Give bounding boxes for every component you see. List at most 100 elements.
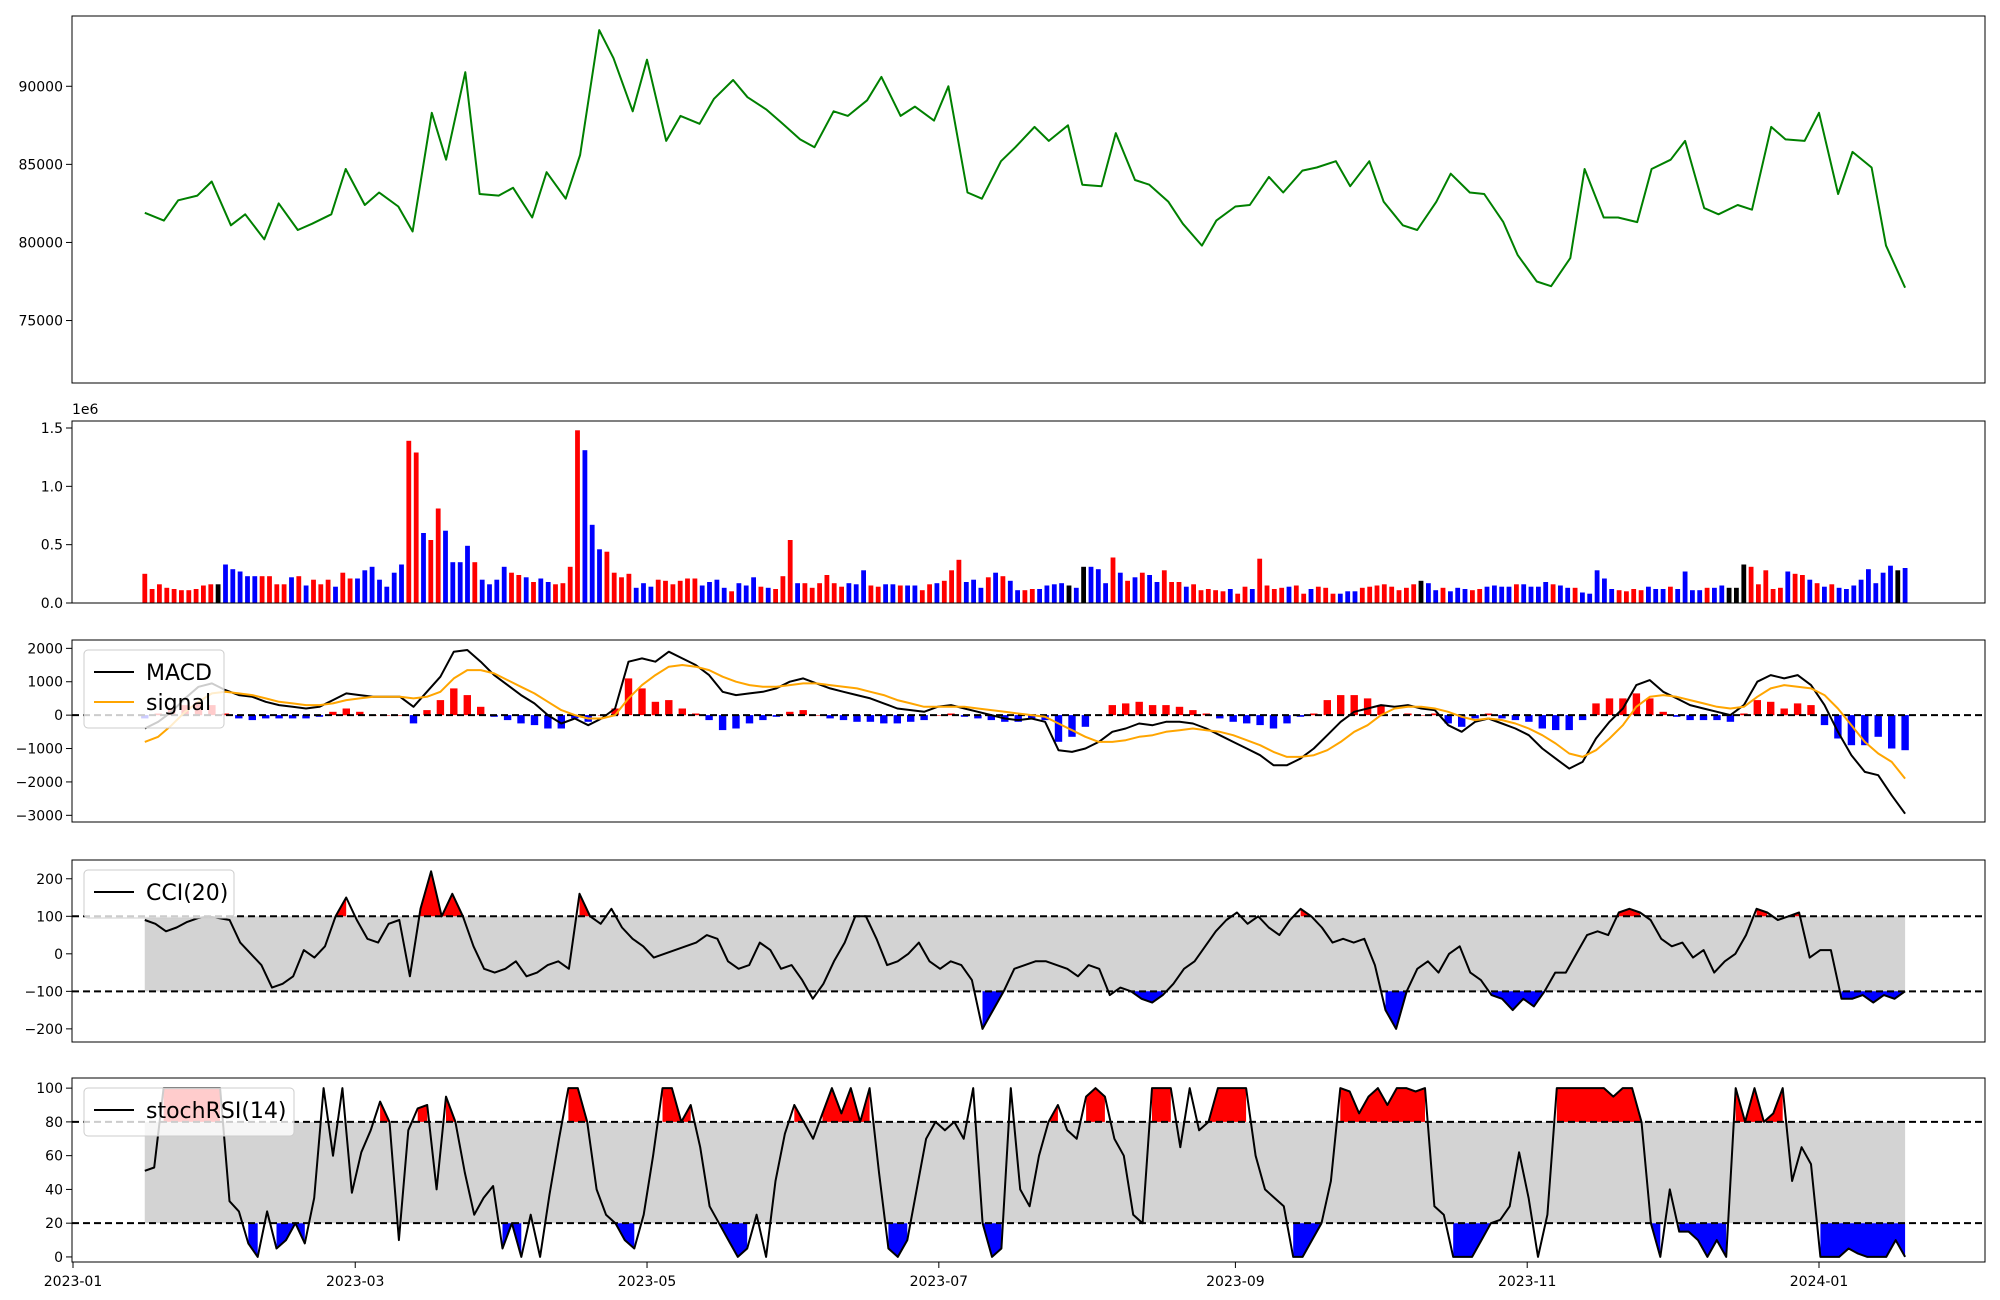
volume-bar <box>1103 583 1108 603</box>
volume-ytick-label: 0.5 <box>41 538 63 554</box>
volume-bar <box>1800 575 1805 603</box>
macd-histogram-bar <box>1659 711 1667 716</box>
macd-histogram-bar <box>288 715 297 719</box>
macd-ytick-label: −1000 <box>16 742 63 758</box>
volume-bar <box>949 570 954 603</box>
legend-label-macd: MACD <box>146 661 212 686</box>
volume-bar <box>883 584 888 603</box>
volume-bar <box>362 570 368 603</box>
volume-bar <box>1264 585 1270 603</box>
volume-bar <box>1602 578 1607 603</box>
volume-bar <box>465 545 470 603</box>
stochrsi-overbought-fill <box>1556 1088 1642 1122</box>
macd-histogram-bar <box>396 715 404 716</box>
macd-histogram-bar <box>1283 715 1291 724</box>
macd-histogram-bar <box>1753 700 1761 716</box>
volume-bar <box>1748 566 1754 603</box>
volume-bar <box>641 583 646 603</box>
volume-bar <box>1404 587 1409 603</box>
macd-histogram-bar <box>624 678 633 716</box>
volume-bar <box>201 585 206 603</box>
volume-bar <box>538 578 544 603</box>
volume-bar <box>1227 589 1233 603</box>
volume-frame <box>71 420 1986 604</box>
volume-bar <box>875 586 881 603</box>
cci-ytick-label: −200 <box>25 1022 63 1038</box>
macd-histogram-bar <box>1229 715 1237 722</box>
volume-bar <box>1037 589 1042 603</box>
volume-bar <box>215 584 221 603</box>
stochrsi-ytick-label: 40 <box>45 1182 63 1198</box>
volume-bar <box>1191 584 1196 603</box>
volume-bar <box>890 584 896 603</box>
macd-histogram-bar <box>1108 705 1116 716</box>
macd-histogram-bar <box>812 715 821 716</box>
volume-bar <box>428 540 434 603</box>
volume-bar <box>1279 587 1285 603</box>
volume-bar <box>1235 593 1241 603</box>
volume-bar <box>1807 579 1813 603</box>
macd-histogram-bar <box>1511 715 1520 721</box>
volume-bar <box>1873 583 1879 603</box>
cci-overbought-fill <box>420 871 463 917</box>
volume-bar <box>633 587 639 603</box>
volume-bar <box>245 576 250 603</box>
stochrsi-line <box>144 1087 1906 1258</box>
volume-bar <box>1066 585 1072 603</box>
macd-histogram-bar <box>866 715 875 722</box>
volume-bar <box>1330 593 1336 603</box>
stochrsi-oversold-fill <box>719 1223 748 1257</box>
legend-label-stochrsi: stochRSI(14) <box>146 1099 287 1124</box>
macd-histogram-bar <box>503 715 512 721</box>
volume-bar <box>699 585 705 603</box>
volume-bar <box>714 579 720 603</box>
legend-label-signal: signal <box>146 691 211 716</box>
volume-bar <box>582 450 588 603</box>
price-ytick-label: 90000 <box>18 79 63 95</box>
cci-ytick-label: −100 <box>25 984 63 1000</box>
macd-histogram-bar <box>1363 698 1372 716</box>
volume-bar <box>963 582 969 603</box>
macd-histogram-bar <box>893 715 901 724</box>
volume-bar <box>1792 573 1798 603</box>
macd-histogram-bar <box>302 715 310 719</box>
volume-bar <box>1587 593 1593 603</box>
volume-bar <box>780 576 786 603</box>
cci-oversold-fill <box>1841 991 1906 1003</box>
macd-histogram-bar <box>1578 715 1587 721</box>
volume-bar <box>171 589 177 603</box>
macd-histogram-bar <box>1350 695 1358 716</box>
volume-bar <box>560 583 566 603</box>
volume-bar <box>1756 584 1761 603</box>
volume-bar <box>289 577 294 603</box>
volume-bar <box>1286 586 1292 603</box>
legend-label-cci: CCI(20) <box>146 881 228 906</box>
macd-frame <box>71 639 1986 823</box>
macd-histogram-bar <box>329 711 337 716</box>
volume-bar <box>1492 585 1497 603</box>
volume-bar <box>1015 590 1020 603</box>
volume-bar <box>457 562 463 603</box>
volume-bar <box>1440 587 1446 603</box>
volume-bar <box>1044 585 1050 603</box>
stochrsi-overbought-fill <box>1340 1088 1425 1122</box>
volume-bar <box>824 575 830 603</box>
volume-bar <box>861 570 866 603</box>
macd-histogram-bar <box>1874 715 1882 737</box>
stochrsi-band <box>144 1121 1906 1224</box>
volume-bar <box>1785 571 1791 603</box>
volume-bar <box>1594 570 1600 603</box>
volume-ytick-label: 1.5 <box>41 421 63 437</box>
volume-bar <box>391 572 397 603</box>
macd-histogram-bar <box>1458 715 1466 727</box>
macd-histogram-bar <box>907 715 915 722</box>
volume-bar <box>1675 589 1681 603</box>
macd-histogram-bar <box>1673 715 1681 717</box>
macd-histogram-bar <box>799 710 807 716</box>
volume-bar <box>318 584 324 603</box>
macd-histogram-bar <box>1820 715 1829 726</box>
macd-histogram-bar <box>477 706 485 716</box>
macd-histogram-bar <box>1780 708 1788 716</box>
volume-bar <box>736 583 742 603</box>
volume-bar <box>1638 590 1644 603</box>
